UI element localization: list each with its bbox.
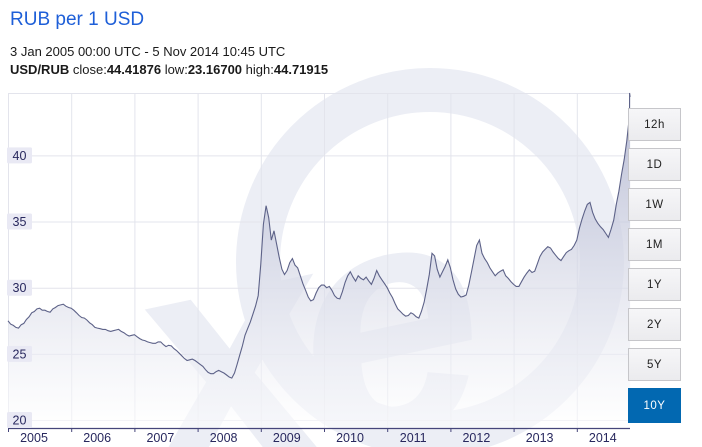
- range-button-1d[interactable]: 1D: [628, 148, 681, 181]
- x-axis-tick-label: 2010: [336, 431, 364, 445]
- y-axis-tick-label: 30: [13, 281, 27, 295]
- y-axis-label-chip: [7, 213, 32, 230]
- y-axis-tick-label: 25: [13, 347, 27, 361]
- y-axis-tick-label: 40: [13, 149, 27, 163]
- x-axis-tick-label: 2009: [273, 431, 301, 445]
- ohlc-stats: USD/RUB close:44.41876 low:23.16700 high…: [10, 62, 328, 77]
- range-button-column: 12h 1D 1W 1M 1Y 2Y 5Y 10Y: [628, 108, 681, 430]
- x-axis-tick-label: 2011: [400, 431, 427, 445]
- x-axis-tick-label: 2005: [20, 431, 48, 445]
- y-axis-label-chip: [7, 412, 32, 428]
- y-axis-tick-label: 20: [13, 414, 27, 428]
- pair-label: USD/RUB: [10, 62, 70, 77]
- x-axis-tick-label: 2007: [146, 431, 174, 445]
- range-button-5y[interactable]: 5Y: [628, 348, 681, 381]
- y-axis-label-chip: [7, 147, 32, 164]
- y-axis-tick-label: 35: [13, 215, 27, 229]
- x-axis-tick-label: 2012: [462, 431, 490, 445]
- low-label: low:: [164, 62, 188, 77]
- date-range: 3 Jan 2005 00:00 UTC - 5 Nov 2014 10:45 …: [10, 44, 286, 59]
- x-axis-tick-label: 2013: [526, 431, 554, 445]
- low-value: 23.16700: [187, 62, 243, 77]
- high-label: high:: [245, 62, 274, 77]
- y-axis-label-chip: [7, 345, 32, 362]
- x-axis-tick-label: 2014: [589, 431, 617, 445]
- high-value: 44.71915: [273, 62, 329, 77]
- range-button-2y[interactable]: 2Y: [628, 308, 681, 341]
- range-button-1w[interactable]: 1W: [628, 188, 681, 221]
- rate-line: [7, 92, 631, 379]
- x-axis-tick-label: 2006: [83, 431, 111, 445]
- close-label: close:: [72, 62, 107, 77]
- range-button-1y[interactable]: 1Y: [628, 268, 681, 301]
- page-title: RUB per 1 USD: [10, 9, 145, 30]
- close-value: 44.41876: [106, 62, 162, 77]
- range-button-12h[interactable]: 12h: [628, 108, 681, 141]
- x-axis-tick-label: 2008: [210, 431, 238, 445]
- range-button-10y[interactable]: 10Y: [628, 388, 681, 423]
- rate-area-fill: [8, 93, 631, 428]
- y-axis-label-chip: [7, 279, 32, 296]
- range-button-1m[interactable]: 1M: [628, 228, 681, 261]
